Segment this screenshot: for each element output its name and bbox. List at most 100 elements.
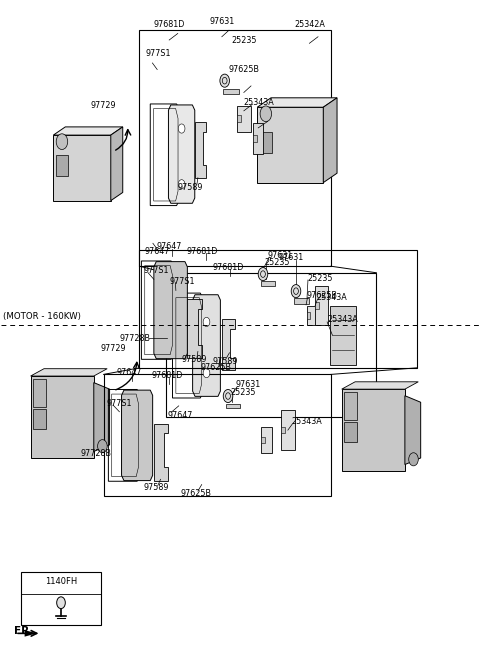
Bar [140,250,417,368]
Circle shape [178,124,185,133]
Polygon shape [260,132,272,153]
Circle shape [291,284,301,298]
Text: 25235: 25235 [264,258,289,267]
Polygon shape [261,437,265,443]
Text: 97625B: 97625B [306,291,337,300]
Text: 25235: 25235 [307,273,333,283]
Text: 977S1: 977S1 [169,277,195,286]
Text: 97631: 97631 [278,253,304,262]
Polygon shape [342,389,405,471]
Polygon shape [168,105,195,203]
Text: 97647: 97647 [167,411,192,420]
Polygon shape [257,107,323,183]
Polygon shape [344,422,357,442]
Polygon shape [323,98,337,183]
Text: 97631: 97631 [209,17,234,26]
Text: 97589: 97589 [182,355,207,365]
Polygon shape [187,299,202,358]
Polygon shape [330,306,356,365]
Polygon shape [223,89,239,94]
Polygon shape [257,98,337,107]
Text: 97729: 97729 [100,344,126,353]
Polygon shape [281,411,295,450]
Text: 97681D: 97681D [212,263,244,272]
Polygon shape [344,392,357,420]
Polygon shape [281,427,285,434]
Circle shape [56,134,68,150]
Polygon shape [31,369,107,376]
Polygon shape [315,302,319,309]
Polygon shape [94,382,109,451]
Polygon shape [261,427,272,453]
Bar [104,374,331,495]
Polygon shape [237,106,251,132]
Text: 97728B: 97728B [120,334,150,343]
Text: 97647: 97647 [144,246,169,256]
Polygon shape [307,312,311,319]
Polygon shape [342,382,418,389]
Text: (MOTOR - 160KW): (MOTOR - 160KW) [3,312,81,321]
Text: 97589: 97589 [144,484,169,492]
Polygon shape [253,123,264,154]
Polygon shape [154,261,187,359]
Bar [140,30,331,266]
Text: 1140FH: 1140FH [45,578,77,587]
Text: 977S1: 977S1 [144,266,169,275]
Circle shape [220,74,229,87]
Text: 977S1: 977S1 [145,49,171,58]
Text: 97589: 97589 [178,183,204,192]
Text: 25235: 25235 [230,388,256,397]
Polygon shape [226,404,240,409]
Polygon shape [31,376,94,458]
Polygon shape [33,379,46,407]
Circle shape [203,317,210,327]
Polygon shape [24,630,36,637]
Polygon shape [222,319,235,370]
Text: 25343A: 25343A [317,292,348,302]
Polygon shape [294,298,310,304]
Text: 97631: 97631 [267,250,292,260]
Text: 97728B: 97728B [81,449,112,457]
Polygon shape [154,424,168,481]
Circle shape [258,267,268,281]
Text: 97647: 97647 [116,368,142,377]
Text: 97625B: 97625B [180,489,212,498]
Text: 25342A: 25342A [294,20,325,30]
Text: 97625B: 97625B [228,65,259,74]
Circle shape [97,440,107,453]
Polygon shape [33,409,46,429]
Polygon shape [53,135,111,200]
Polygon shape [192,295,220,396]
Text: 977S1: 977S1 [107,399,132,408]
Text: 97625B: 97625B [201,363,231,373]
Circle shape [203,369,210,378]
Text: 25235: 25235 [231,35,257,45]
Polygon shape [405,396,420,464]
Text: 97681D: 97681D [152,371,183,380]
Polygon shape [56,155,68,175]
Text: 97681D: 97681D [187,246,218,256]
Polygon shape [111,127,123,200]
Text: FR.: FR. [13,626,33,637]
Text: 97729: 97729 [91,101,117,110]
Polygon shape [53,127,123,135]
Circle shape [260,106,272,122]
Polygon shape [253,135,257,142]
Polygon shape [194,122,206,177]
Circle shape [223,390,233,403]
Text: 97647: 97647 [156,242,182,251]
Text: 97589: 97589 [213,357,239,366]
Bar [166,273,376,417]
Circle shape [57,597,65,608]
Polygon shape [307,306,317,325]
Text: 25343A: 25343A [292,417,323,426]
Text: 97631: 97631 [235,380,261,390]
Text: 25343A: 25343A [244,98,275,107]
Polygon shape [237,116,241,122]
Circle shape [178,179,185,189]
Polygon shape [315,286,327,325]
Text: 25343A: 25343A [327,315,358,325]
Circle shape [408,453,418,466]
Bar [21,572,101,625]
Polygon shape [261,281,275,286]
